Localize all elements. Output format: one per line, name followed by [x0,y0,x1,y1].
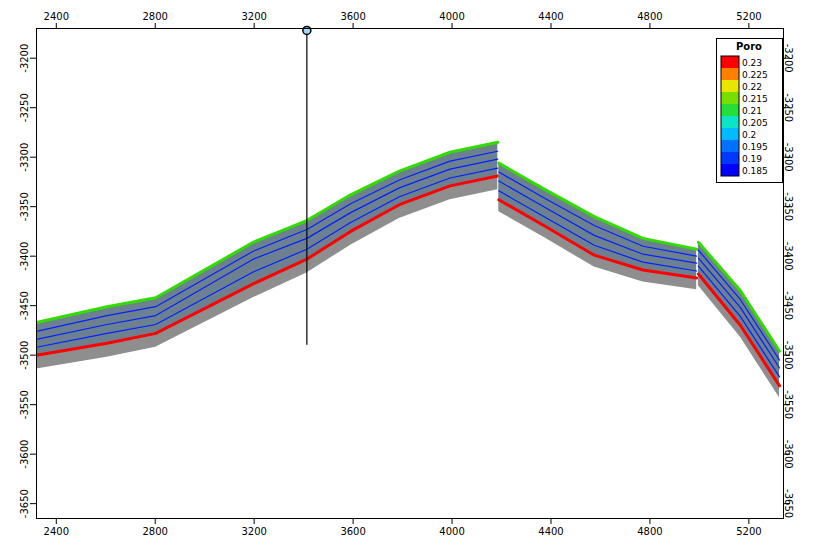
svg-text:0.19: 0.19 [742,154,762,164]
svg-text:2400: 2400 [44,11,69,22]
svg-text:-3350: -3350 [783,192,794,221]
svg-text:4400: 4400 [538,11,563,22]
svg-text:0.225: 0.225 [742,70,768,80]
svg-text:-3450: -3450 [19,291,30,320]
svg-text:-3500: -3500 [783,341,794,370]
svg-text:-3650: -3650 [783,489,794,518]
svg-text:-3200: -3200 [783,44,794,73]
svg-text:Poro: Poro [736,41,762,52]
svg-text:4400: 4400 [538,526,563,537]
svg-text:0.2: 0.2 [742,130,756,140]
svg-text:0.21: 0.21 [742,106,762,116]
svg-text:4000: 4000 [439,11,464,22]
svg-text:-3600: -3600 [783,440,794,469]
svg-text:0.185: 0.185 [742,166,768,176]
svg-text:-3350: -3350 [19,192,30,221]
svg-text:-3200: -3200 [19,44,30,73]
svg-text:4000: 4000 [439,526,464,537]
svg-text:2800: 2800 [143,526,168,537]
svg-text:-3300: -3300 [19,143,30,172]
svg-text:3600: 3600 [340,11,365,22]
svg-text:0.215: 0.215 [742,94,768,104]
svg-text:-3400: -3400 [19,242,30,271]
svg-text:-3600: -3600 [19,440,30,469]
svg-text:-3550: -3550 [19,390,30,419]
svg-text:-3450: -3450 [783,291,794,320]
svg-text:3600: 3600 [340,526,365,537]
svg-text:5200: 5200 [736,11,761,22]
svg-text:0.205: 0.205 [742,118,768,128]
svg-text:-3250: -3250 [783,93,794,122]
svg-text:3200: 3200 [241,526,266,537]
svg-text:3200: 3200 [241,11,266,22]
svg-text:0.23: 0.23 [742,58,762,68]
svg-text:5200: 5200 [736,526,761,537]
svg-text:-3500: -3500 [19,341,30,370]
svg-text:0.195: 0.195 [742,142,768,152]
svg-text:-3300: -3300 [783,143,794,172]
svg-text:-3400: -3400 [783,242,794,271]
svg-text:2400: 2400 [44,526,69,537]
svg-text:-3550: -3550 [783,390,794,419]
svg-text:4800: 4800 [637,11,662,22]
svg-text:4800: 4800 [637,526,662,537]
svg-text:-3650: -3650 [19,489,30,518]
svg-text:0.22: 0.22 [742,82,762,92]
svg-text:2800: 2800 [143,11,168,22]
svg-text:-3250: -3250 [19,93,30,122]
